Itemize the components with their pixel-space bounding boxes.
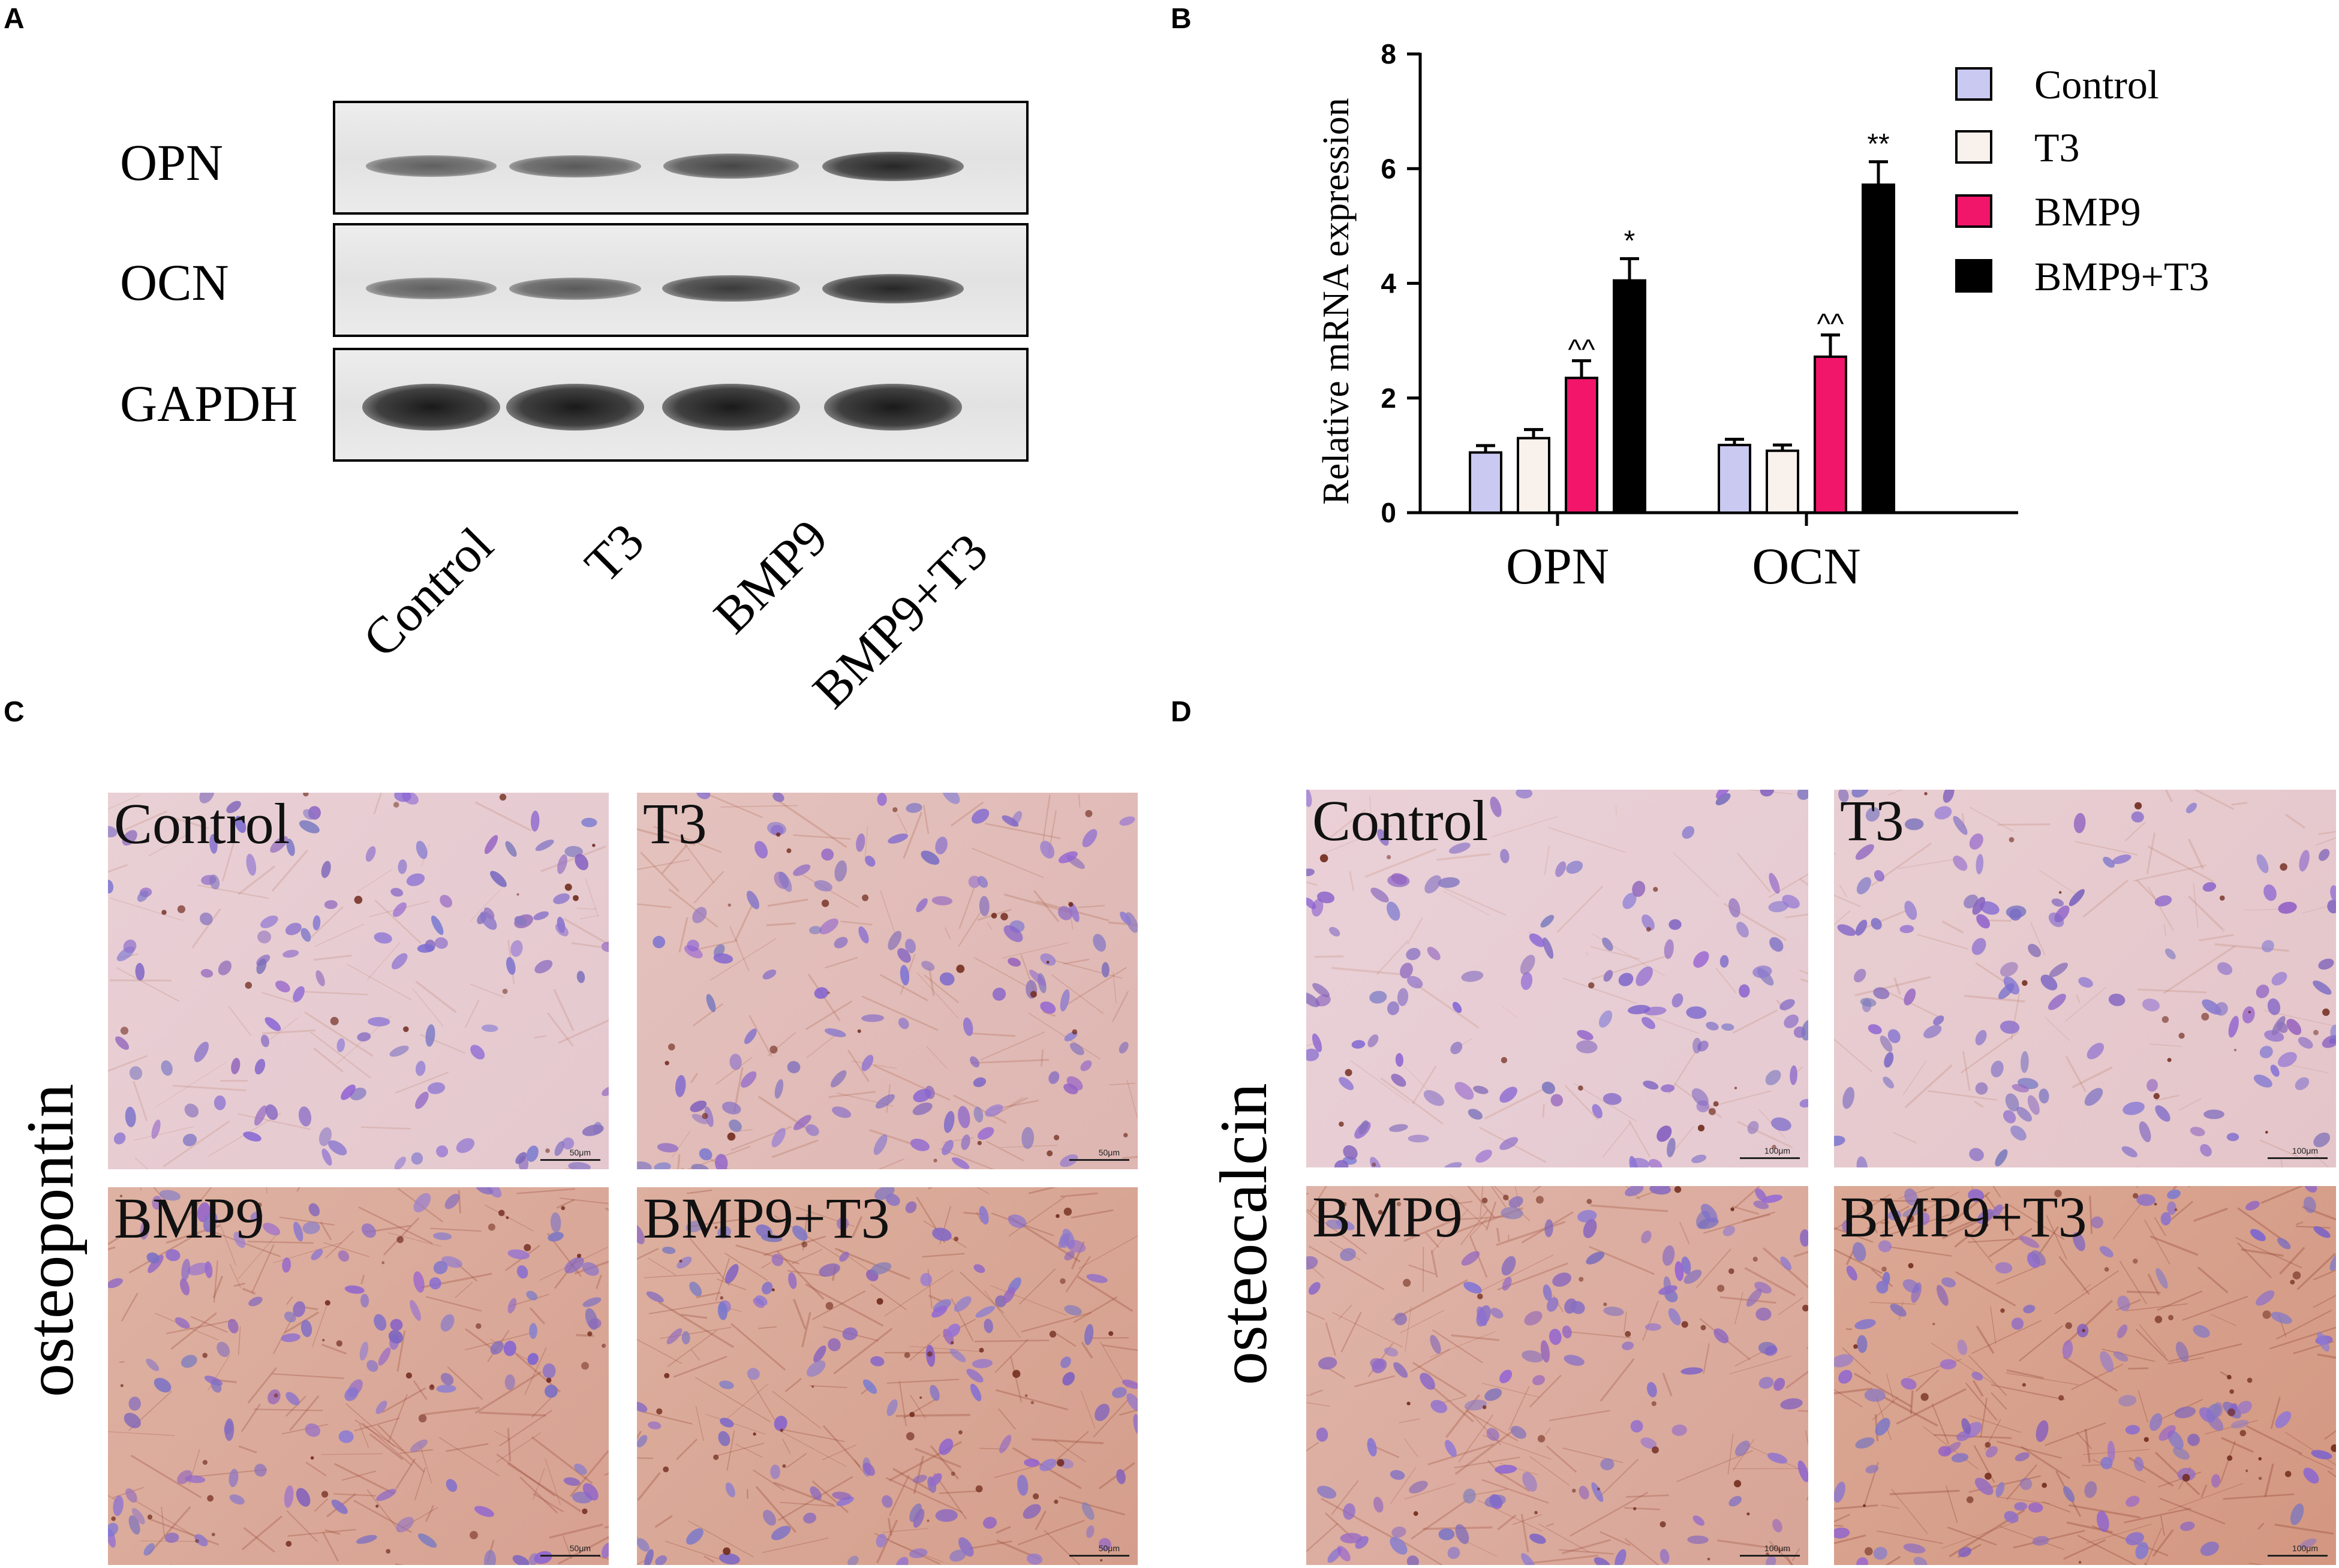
- micro-label: Control: [1312, 790, 1489, 853]
- cell-texture: [637, 793, 1138, 1169]
- lane-label-bmp9: BMP9: [702, 508, 839, 645]
- micro-label: BMP9: [1312, 1186, 1463, 1249]
- legend-label: T3: [2034, 125, 2080, 170]
- scale-bar-text: 50μm: [1098, 1148, 1120, 1157]
- x-tick-label: OPN: [1506, 537, 1609, 595]
- micro-label: T3: [1840, 790, 1904, 853]
- significance-label: ^^: [1817, 309, 1844, 341]
- micro-osteopontin-control: Control 50μm: [108, 793, 609, 1169]
- y-tick-label: 6: [1381, 153, 1396, 184]
- blot-strip-opn: [333, 101, 1029, 215]
- y-tick-label: 4: [1381, 268, 1396, 299]
- cell-texture: [1834, 1186, 2336, 1565]
- bar: [1718, 444, 1751, 514]
- panel-letter-b: B: [1171, 3, 1192, 35]
- y-tick-label: 0: [1381, 497, 1396, 528]
- micro-osteocalcin-t3: T3 100μm: [1834, 790, 2336, 1167]
- significance-label: ^^: [1568, 335, 1595, 366]
- bar: [1517, 437, 1550, 514]
- blot-band: [822, 151, 964, 181]
- micro-label: Control: [114, 793, 290, 856]
- y-tick-label: 8: [1381, 38, 1396, 70]
- blot-band: [822, 273, 964, 303]
- micro-label: T3: [643, 793, 707, 856]
- y-axis-label: Relative mRNA expression: [1316, 98, 1357, 504]
- bar: [1469, 451, 1502, 514]
- blot-band: [366, 155, 497, 177]
- cell-texture: [637, 1187, 1138, 1565]
- stain-label-osteopontin: osteopontin: [13, 1084, 88, 1397]
- cell-texture: [108, 1187, 609, 1565]
- stain-label-osteocalcin: osteocalcin: [1207, 1083, 1281, 1385]
- legend-label: BMP9+T3: [2034, 254, 2209, 299]
- scale-bar: [540, 1555, 600, 1557]
- scale-bar-text: 50μm: [569, 1148, 591, 1157]
- panel-letter-c: C: [4, 696, 25, 728]
- legend-swatch: [1955, 194, 1992, 228]
- scale-bar-text: 100μm: [1764, 1543, 1790, 1553]
- significance-label: **: [1867, 128, 1889, 160]
- bar: [1814, 355, 1847, 514]
- legend-label: Control: [2034, 62, 2159, 107]
- blot-band: [362, 384, 500, 431]
- micro-osteocalcin-bmp9: BMP9 100μm: [1306, 1186, 1808, 1565]
- scale-bar: [1069, 1159, 1129, 1161]
- blot-label-opn: OPN: [120, 134, 224, 191]
- blot-band: [662, 384, 800, 431]
- micro-osteocalcin-control: Control 100μm: [1306, 790, 1808, 1167]
- legend-swatch: [1955, 259, 1992, 293]
- mrna-bar-chart: 0 2 4 6 8 Relative mRNA expression OPN ^^ * OCN ^^…: [1316, 38, 2209, 595]
- cell-texture: [1306, 1186, 1808, 1565]
- significance-label: *: [1624, 225, 1636, 257]
- blot-band: [663, 154, 799, 179]
- scale-bar-text: 100μm: [2292, 1543, 2318, 1553]
- scale-bar: [1740, 1157, 1800, 1159]
- scale-bar-text: 100μm: [1764, 1146, 1790, 1155]
- lane-label-t3: T3: [573, 511, 655, 594]
- legend-swatch: [1955, 130, 1992, 164]
- x-tick-label: OCN: [1752, 537, 1861, 595]
- micro-label: BMP9+T3: [1840, 1186, 2087, 1249]
- legend-label: BMP9: [2034, 189, 2141, 234]
- blot-label-gapdh: GAPDH: [120, 375, 298, 432]
- micro-osteopontin-t3: T3 50μm: [637, 793, 1138, 1169]
- blot-band: [506, 384, 644, 431]
- scale-bar: [2268, 1555, 2328, 1557]
- scale-bar: [1069, 1555, 1129, 1557]
- blot-band: [509, 277, 641, 300]
- micro-osteopontin-bmp9-t3: BMP9+T3 50μm: [637, 1187, 1138, 1565]
- scale-bar: [2268, 1157, 2328, 1159]
- micro-label: BMP9+T3: [643, 1187, 890, 1250]
- blot-band: [366, 278, 497, 299]
- scale-bar-text: 50μm: [569, 1543, 591, 1553]
- bar: [1862, 183, 1895, 514]
- scale-bar-text: 50μm: [1098, 1543, 1120, 1553]
- panel-letter-d: D: [1171, 696, 1192, 728]
- micro-label: BMP9: [114, 1187, 264, 1250]
- micro-osteocalcin-bmp9-t3: BMP9+T3 100μm: [1834, 1186, 2336, 1565]
- legend-swatch: [1955, 67, 1992, 101]
- cell-texture: [108, 793, 609, 1169]
- scale-bar-text: 100μm: [2292, 1146, 2318, 1155]
- blot-strip-ocn: [333, 223, 1029, 337]
- scale-bar: [540, 1159, 600, 1161]
- blot-strip-gapdh: [333, 348, 1029, 462]
- blot-band: [662, 275, 800, 302]
- micro-osteopontin-bmp9: BMP9 50μm: [108, 1187, 609, 1565]
- y-tick-label: 2: [1381, 383, 1396, 414]
- cell-texture: [1834, 790, 2336, 1167]
- bar: [1613, 279, 1646, 514]
- blot-band: [824, 384, 962, 431]
- panel-letter-a: A: [4, 3, 25, 35]
- bar: [1766, 449, 1799, 514]
- lane-label-control: Control: [351, 516, 504, 669]
- blot-band: [509, 155, 641, 177]
- bar: [1565, 377, 1598, 514]
- blot-label-ocn: OCN: [120, 254, 229, 311]
- cell-texture: [1306, 790, 1808, 1167]
- scale-bar: [1740, 1555, 1800, 1557]
